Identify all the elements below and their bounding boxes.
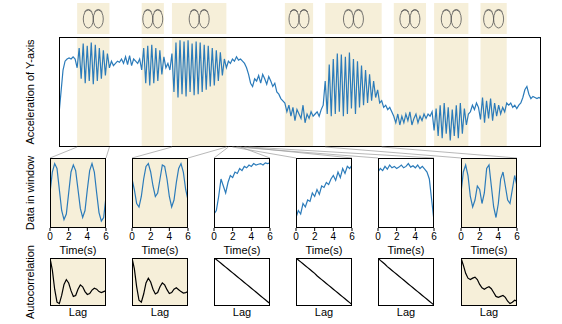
svg-text:2: 2 bbox=[66, 231, 72, 242]
svg-text:0: 0 bbox=[293, 231, 299, 242]
svg-text:2: 2 bbox=[312, 231, 318, 242]
html-text:Lag: Lag bbox=[232, 306, 252, 318]
svg-text:0: 0 bbox=[458, 231, 464, 242]
html-text:Lag: Lag bbox=[68, 306, 88, 318]
html-text:Autocorrelation: Autocorrelation bbox=[23, 245, 36, 319]
svg-text:2: 2 bbox=[148, 231, 154, 242]
svg-text:6: 6 bbox=[267, 231, 273, 242]
html-text:Lag: Lag bbox=[479, 306, 499, 318]
html-text:Lag: Lag bbox=[150, 306, 170, 318]
svg-text:0: 0 bbox=[47, 231, 53, 242]
html-text:Lag: Lag bbox=[314, 306, 334, 318]
html-text:Acceleration of Y-axis: Acceleration of Y-axis bbox=[23, 39, 36, 145]
html-text:Time(s): Time(s) bbox=[223, 244, 261, 256]
svg-text:4: 4 bbox=[167, 231, 173, 242]
svg-text:0: 0 bbox=[129, 231, 135, 242]
svg-text:0: 0 bbox=[211, 231, 217, 242]
svg-text:4: 4 bbox=[496, 231, 502, 242]
html-text:Data in window: Data in window bbox=[23, 155, 36, 231]
svg-text:2: 2 bbox=[394, 231, 400, 242]
svg-text:6: 6 bbox=[103, 231, 109, 242]
html-text:Time(s): Time(s) bbox=[59, 244, 97, 256]
svg-text:4: 4 bbox=[331, 231, 337, 242]
html-text:Time(s): Time(s) bbox=[141, 244, 179, 256]
svg-text:0: 0 bbox=[375, 231, 381, 242]
svg-text:6: 6 bbox=[514, 231, 520, 242]
svg-text:4: 4 bbox=[85, 231, 91, 242]
svg-text:4: 4 bbox=[249, 231, 255, 242]
svg-text:6: 6 bbox=[349, 231, 355, 242]
svg-text:2: 2 bbox=[230, 231, 236, 242]
svg-text:2: 2 bbox=[477, 231, 483, 242]
svg-text:4: 4 bbox=[413, 231, 419, 242]
html-text:Time(s): Time(s) bbox=[305, 244, 343, 256]
html-text:Lag: Lag bbox=[396, 306, 416, 318]
html-text:Time(s): Time(s) bbox=[470, 244, 508, 256]
svg-text:6: 6 bbox=[185, 231, 191, 242]
svg-text:6: 6 bbox=[431, 231, 437, 242]
html-text:Time(s): Time(s) bbox=[387, 244, 425, 256]
